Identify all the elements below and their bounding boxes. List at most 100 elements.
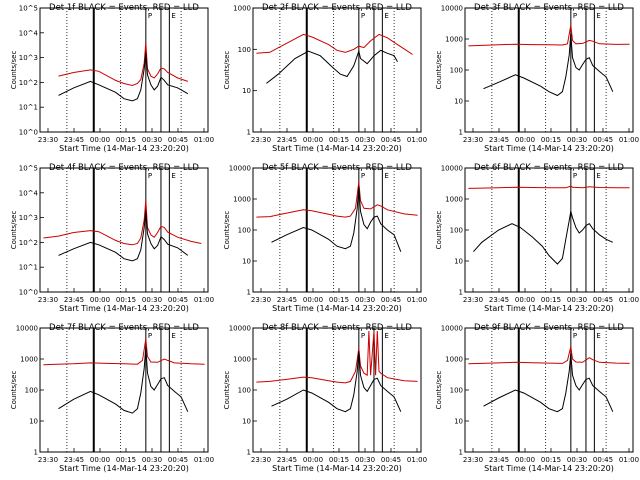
x-tick-label: 00:45 <box>593 136 613 144</box>
plot-frame <box>252 7 422 133</box>
y-tick-label: 10 <box>454 258 463 266</box>
x-tick-label: 23:30 <box>251 456 271 464</box>
panel-title: Det 1f BLACK = Events, RED = LLD <box>49 3 199 13</box>
y-axis-label: Counts/sec <box>10 371 18 410</box>
y-tick-label: 10 <box>454 98 463 106</box>
panel-title: Det 6f BLACK = Events, RED = LLD <box>474 163 624 173</box>
y-tick-label: 100 <box>238 46 251 54</box>
x-tick-label: 00:30 <box>567 456 587 464</box>
plot-frame <box>464 327 634 453</box>
panel-title: Det 3f BLACK = Events, RED = LLD <box>474 3 624 13</box>
y-tick-label: 1 <box>247 289 251 297</box>
panel-title: Det 8f BLACK = Events, RED = LLD <box>262 323 412 333</box>
y-tick-label: 10 <box>454 418 463 426</box>
marker-label: E <box>384 12 388 20</box>
marker-label: P <box>361 172 365 180</box>
x-tick-label: 00:00 <box>303 456 323 464</box>
marker-label: P <box>148 332 152 340</box>
x-tick-label: 01:00 <box>407 136 427 144</box>
x-tick-label: 00:00 <box>90 456 110 464</box>
marker-label: E <box>171 332 175 340</box>
x-tick-label: 00:00 <box>515 296 535 304</box>
panel-title: Det 2f BLACK = Events, RED = LLD <box>262 3 412 13</box>
x-tick-label: 00:00 <box>515 456 535 464</box>
x-tick-label: 01:00 <box>194 456 214 464</box>
x-tick-label: 00:45 <box>593 456 613 464</box>
y-tick-label: 100 <box>238 227 251 235</box>
x-tick-label: 23:30 <box>38 296 58 304</box>
y-tick-label: 100 <box>450 67 463 75</box>
y-tick-label: 10^3 <box>19 54 38 62</box>
marker-label: P <box>361 12 365 20</box>
x-tick-label: 23:45 <box>64 296 84 304</box>
x-tick-label: 00:15 <box>116 136 136 144</box>
x-tick-label: 23:45 <box>277 456 297 464</box>
x-tick-label: 00:45 <box>381 296 401 304</box>
x-tick-label: 00:45 <box>593 296 613 304</box>
x-tick-label: 23:45 <box>64 456 84 464</box>
x-axis-label: Start Time (14-Mar-14 23:20:20) <box>484 464 614 473</box>
y-tick-label: 1 <box>459 289 463 297</box>
x-tick-label: 23:45 <box>489 296 509 304</box>
y-axis-label: Counts/sec <box>223 211 231 250</box>
y-tick-label: 10000 <box>441 5 463 13</box>
series-line-events <box>266 49 398 84</box>
marker-label: P <box>148 172 152 180</box>
marker-label: E <box>384 172 388 180</box>
x-tick-label: 00:15 <box>329 456 349 464</box>
y-tick-label: 10000 <box>441 325 463 333</box>
x-tick-label: 00:45 <box>381 456 401 464</box>
series-line-lld <box>468 25 630 47</box>
x-axis-label: Start Time (14-Mar-14 23:20:20) <box>484 144 614 153</box>
x-axis-label: Start Time (14-Mar-14 23:20:20) <box>484 304 614 313</box>
marker-label: P <box>573 12 577 20</box>
series-line-events <box>483 353 614 413</box>
y-axis-label: Counts/sec <box>223 51 231 90</box>
x-tick-label: 00:00 <box>303 136 323 144</box>
panel-title: Det 7f BLACK = Events, RED = LLD <box>49 323 199 333</box>
panel-title: Det 9f BLACK = Events, RED = LLD <box>474 323 624 333</box>
x-tick-label: 00:30 <box>142 456 162 464</box>
y-tick-label: 10^0 <box>19 129 38 137</box>
x-tick-label: 23:30 <box>463 136 483 144</box>
x-tick-label: 23:30 <box>251 136 271 144</box>
x-tick-label: 00:15 <box>541 296 561 304</box>
x-tick-label: 23:30 <box>463 296 483 304</box>
x-tick-label: 01:00 <box>194 296 214 304</box>
x-tick-label: 00:45 <box>381 136 401 144</box>
x-tick-label: 01:00 <box>407 296 427 304</box>
x-tick-label: 01:00 <box>619 136 639 144</box>
y-tick-label: 1 <box>34 449 38 457</box>
y-axis-label: Counts/sec <box>435 371 443 410</box>
marker-label: P <box>573 332 577 340</box>
y-tick-label: 100 <box>450 227 463 235</box>
x-tick-label: 23:30 <box>38 136 58 144</box>
x-tick-label: 00:00 <box>515 136 535 144</box>
y-tick-label: 10000 <box>229 165 251 173</box>
y-tick-label: 1 <box>459 129 463 137</box>
y-tick-label: 10^3 <box>19 214 38 222</box>
plot-frame <box>39 327 209 453</box>
x-tick-label: 00:45 <box>168 456 188 464</box>
x-tick-label: 01:00 <box>194 136 214 144</box>
x-tick-label: 00:30 <box>142 296 162 304</box>
y-tick-label: 1000 <box>233 5 251 13</box>
series-line-lld <box>43 338 205 366</box>
x-tick-label: 00:45 <box>168 296 188 304</box>
x-tick-label: 00:30 <box>142 136 162 144</box>
x-tick-label: 00:45 <box>168 136 188 144</box>
series-line-lld <box>256 330 418 384</box>
x-tick-label: 00:15 <box>541 456 561 464</box>
x-tick-label: 23:30 <box>463 456 483 464</box>
x-tick-label: 01:00 <box>407 456 427 464</box>
y-axis-label: Counts/sec <box>223 371 231 410</box>
y-tick-label: 1 <box>459 449 463 457</box>
y-axis-label: Counts/sec <box>10 51 18 90</box>
y-tick-label: 10^5 <box>19 5 38 13</box>
